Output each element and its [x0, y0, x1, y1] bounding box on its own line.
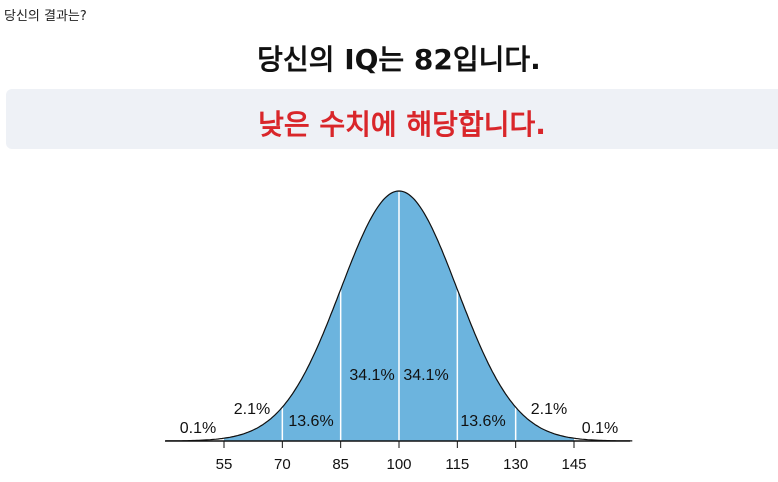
segment-label: 0.1% [582, 420, 618, 437]
segment-label: 13.6% [460, 413, 505, 430]
segment-label: 34.1% [403, 367, 448, 384]
segment-label: 0.1% [180, 420, 216, 437]
verdict: 낮은 수치에 해당합니다. [258, 108, 546, 141]
segment-label: 2.1% [531, 401, 567, 418]
verdict-banner: 낮은 수치에 해당합니다. [6, 89, 778, 149]
segment-label: 2.1% [234, 401, 270, 418]
segment-label: 13.6% [288, 413, 333, 430]
x-tick-label: 115 [445, 456, 469, 473]
x-tick-label: 100 [386, 456, 411, 473]
x-tick-label: 70 [274, 456, 291, 473]
x-tick-label: 55 [216, 456, 233, 473]
segment-label: 34.1% [349, 367, 394, 384]
result-title: 당신의 IQ는 82입니다. [257, 43, 541, 76]
x-tick-label: 85 [332, 456, 349, 473]
x-tick-label: 145 [561, 456, 586, 473]
x-tick-label: 130 [503, 456, 528, 473]
prompt: 당신의 결과는? [4, 9, 87, 24]
curve-outline [165, 190, 633, 442]
